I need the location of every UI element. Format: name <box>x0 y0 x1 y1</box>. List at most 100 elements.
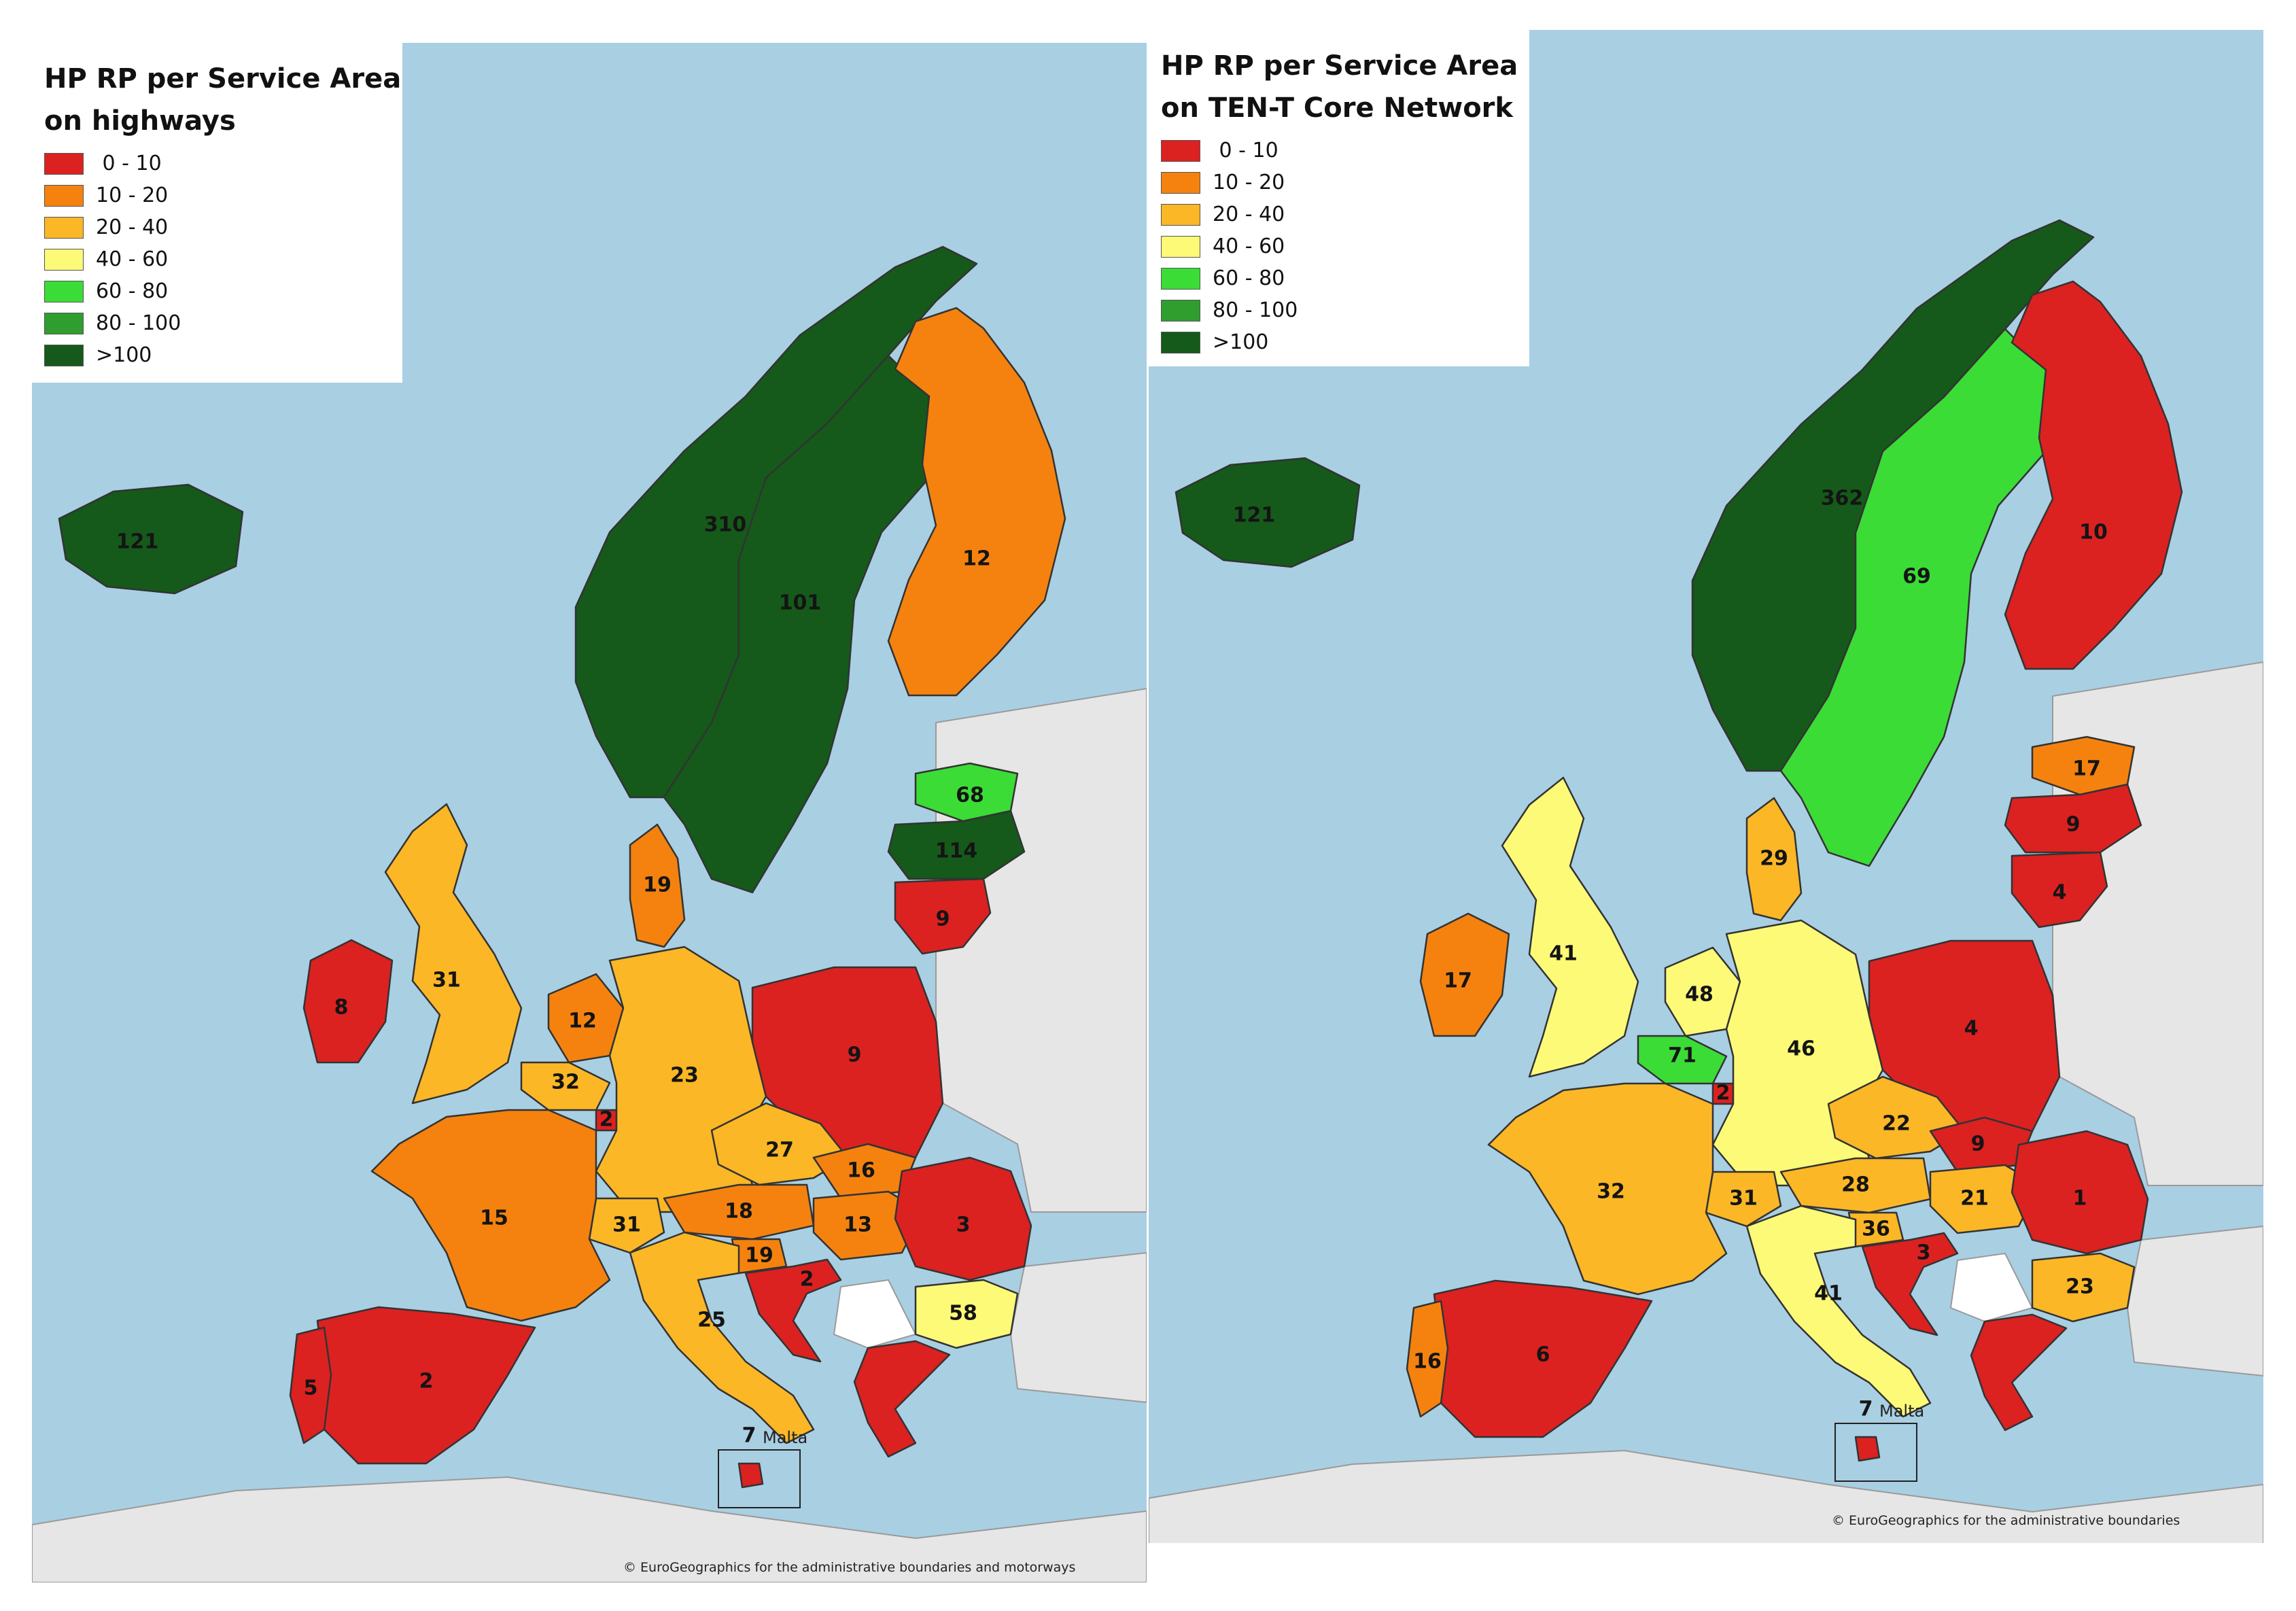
legend-tent-core: HP RP per Service Area on TEN-T Core Net… <box>1149 30 1529 366</box>
non-reporting-land <box>2126 1225 2263 1377</box>
country-value-switzerland: 31 <box>612 1213 641 1237</box>
legend-title-line1: HP RP per Service Area <box>44 63 402 94</box>
legend-item: 60 - 80 <box>1161 262 1517 294</box>
country-value-iceland: 121 <box>1233 504 1276 527</box>
country-value-germany: 23 <box>670 1064 699 1088</box>
country-iceland <box>1175 457 1361 568</box>
country-value-latvia: 9 <box>2066 813 2081 837</box>
country-lithuania <box>894 878 992 955</box>
country-value-switzerland: 31 <box>1729 1187 1758 1211</box>
country-value-portugal: 5 <box>304 1376 318 1400</box>
country-value-slovenia: 36 <box>1862 1217 1890 1241</box>
country-hungary <box>1929 1164 2040 1234</box>
country-italy <box>1745 1205 1932 1418</box>
country-greece <box>853 1340 951 1458</box>
legend-item: 80 - 100 <box>44 307 390 339</box>
country-value-slovakia: 16 <box>847 1159 875 1183</box>
legend-item: 60 - 80 <box>44 275 390 307</box>
non-reporting-land <box>32 1476 1147 1582</box>
map-highways: Malta12131010112681149193181232223927161… <box>32 43 1147 1582</box>
legend-title-line2: on TEN-T Core Network <box>1161 92 1514 124</box>
country-value-hungary: 21 <box>1960 1187 1989 1211</box>
balkans-no-data <box>833 1279 917 1349</box>
malta-inset-box <box>718 1449 801 1508</box>
legend-item: 40 - 60 <box>1161 230 1517 262</box>
country-value-belgium: 71 <box>1668 1044 1697 1068</box>
country-value-spain: 2 <box>419 1370 434 1393</box>
country-value-netherlands: 48 <box>1685 983 1714 1007</box>
country-value-poland: 4 <box>1964 1017 1979 1041</box>
country-value-norway: 362 <box>1821 487 1864 510</box>
legend-item: >100 <box>44 339 390 371</box>
country-value-croatia: 3 <box>1917 1241 1931 1265</box>
country-value-norway: 310 <box>704 513 747 537</box>
country-bulgaria <box>914 1279 1019 1349</box>
copyright-note: © EuroGeographics for the administrative… <box>1832 1513 2180 1528</box>
country-value-czechia: 27 <box>765 1139 794 1162</box>
country-uk <box>384 803 523 1105</box>
legend-swatch <box>1161 267 1200 290</box>
country-value-malta: 7 <box>742 1424 756 1448</box>
legend-swatch <box>44 280 84 302</box>
country-value-slovakia: 9 <box>1971 1132 1985 1156</box>
non-reporting-land <box>1009 1251 1147 1404</box>
legend-swatch <box>1161 299 1200 322</box>
country-value-austria: 28 <box>1841 1173 1870 1197</box>
country-value-lithuania: 9 <box>936 907 950 931</box>
legend-label: >100 <box>1213 330 1269 354</box>
country-value-netherlands: 12 <box>568 1009 597 1033</box>
country-value-latvia: 114 <box>935 839 978 863</box>
country-france <box>1487 1082 1728 1296</box>
legend-swatch <box>1161 171 1200 194</box>
legend-label: 0 - 10 <box>1213 139 1279 162</box>
country-value-luxembourg: 2 <box>1716 1081 1730 1105</box>
country-value-spain: 6 <box>1536 1343 1550 1367</box>
country-croatia <box>744 1258 842 1363</box>
country-value-ireland: 8 <box>334 996 349 1020</box>
legend-item: >100 <box>1161 326 1517 358</box>
country-malta <box>737 1462 764 1489</box>
legend-label: 60 - 80 <box>1213 266 1285 290</box>
legend-swatch <box>44 344 84 366</box>
country-value-czechia: 22 <box>1882 1112 1911 1136</box>
legend-label: 10 - 20 <box>1213 171 1285 194</box>
country-value-sweden: 101 <box>779 591 822 615</box>
legend-swatch <box>1161 235 1200 258</box>
country-value-estonia: 68 <box>956 784 984 808</box>
country-ireland <box>302 939 394 1064</box>
legend-swatch <box>1161 331 1200 353</box>
country-romania <box>894 1156 1032 1281</box>
legend-items: 0 - 10 10 - 20 20 - 40 40 - 60 60 - 80 8… <box>44 148 390 371</box>
map-panel-tent-core: Malta 121 362 69 10 17 9 4 29 41 17 48 71 2 46 4 22 9 28 31… <box>1149 30 2263 1543</box>
country-value-denmark: 19 <box>643 873 672 897</box>
legend-title: HP RP per Service Area on TEN-T Core Net… <box>1161 45 1518 129</box>
country-value-austria: 18 <box>725 1200 753 1224</box>
non-reporting-land <box>1149 1449 2263 1543</box>
country-value-uk: 31 <box>432 969 461 992</box>
country-value-france: 32 <box>1597 1180 1625 1204</box>
legend-swatch <box>44 216 84 239</box>
legend-label: 0 - 10 <box>96 152 162 175</box>
copyright-note: © EuroGeographics for the administrative… <box>623 1560 1076 1575</box>
country-malta <box>1854 1436 1881 1462</box>
country-value-luxembourg: 2 <box>599 1108 614 1132</box>
legend-item: 10 - 20 <box>1161 167 1517 198</box>
country-romania <box>2011 1130 2149 1255</box>
country-value-italy: 41 <box>1814 1282 1843 1306</box>
legend-swatch <box>44 152 84 175</box>
country-sweden <box>663 354 930 894</box>
map-tent-core: Malta12136269101794294117487124642292831… <box>1149 30 2263 1543</box>
legend-label: >100 <box>96 343 152 367</box>
country-latvia <box>887 810 1026 880</box>
balkans-no-data <box>1949 1252 2034 1323</box>
country-value-uk: 41 <box>1549 942 1578 966</box>
legend-label: 60 - 80 <box>96 279 169 303</box>
country-finland <box>887 307 1066 697</box>
legend-items: 0 - 10 10 - 20 20 - 40 40 - 60 60 - 80 8… <box>1161 135 1517 358</box>
legend-highways: HP RP per Service Area on highways 0 - 1… <box>32 43 402 383</box>
legend-item: 0 - 10 <box>1161 135 1517 167</box>
legend-label: 10 - 20 <box>96 184 169 207</box>
country-value-ireland: 17 <box>1444 969 1472 993</box>
country-value-slovenia: 19 <box>745 1244 773 1268</box>
legend-label: 40 - 60 <box>1213 235 1285 258</box>
